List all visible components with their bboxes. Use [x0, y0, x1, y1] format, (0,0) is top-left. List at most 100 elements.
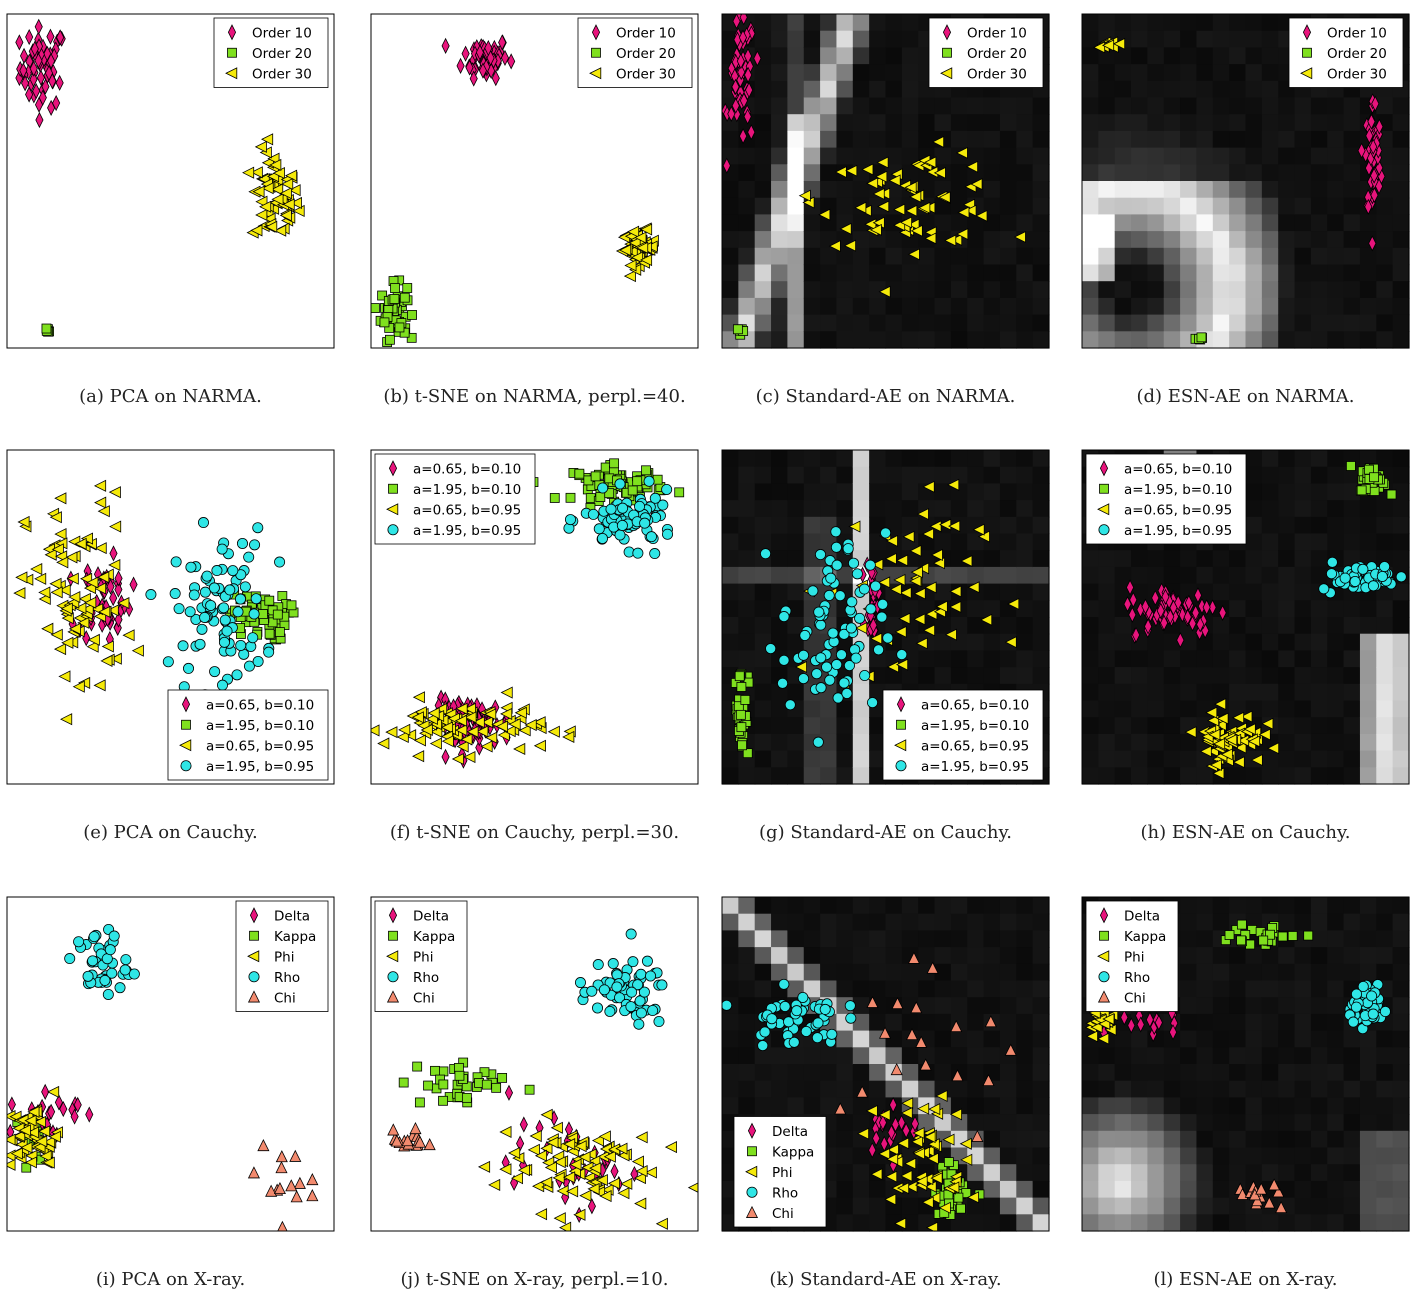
point-Delta	[519, 1116, 528, 1133]
heatmap-cell	[1114, 1097, 1132, 1115]
point-Kappa	[438, 1095, 448, 1106]
heatmap-cell	[1294, 231, 1312, 249]
point-a=1.95, b=0.95	[1395, 571, 1407, 583]
heatmap-cell	[1098, 1097, 1116, 1115]
heatmap-cell	[1261, 14, 1279, 32]
heatmap-cell	[722, 533, 739, 551]
heatmap-cell	[885, 947, 903, 965]
heatmap-cell	[1261, 500, 1279, 518]
heatmap-cell	[722, 450, 739, 468]
plot-frame	[1081, 13, 1410, 349]
heatmap-cell	[1098, 214, 1116, 232]
heatmap-cell	[1032, 997, 1050, 1015]
heatmap-cell	[1245, 997, 1263, 1015]
heatmap-cell	[803, 516, 821, 535]
heatmap-cell	[1376, 1114, 1394, 1132]
point-a=1.95, b=0.95	[274, 556, 286, 568]
heatmap-cell	[836, 314, 854, 332]
panel-f: a=0.65, b=0.10a=1.95, b=0.10a=0.65, b=0.…	[370, 449, 699, 785]
point-Phi	[923, 1130, 936, 1144]
point-a=0.65, b=0.95	[1220, 748, 1233, 761]
heatmap-cell	[1261, 1164, 1279, 1182]
heatmap-cell	[1180, 130, 1198, 149]
legend-label: Chi	[1124, 990, 1146, 1006]
heatmap-cell	[771, 147, 788, 165]
heatmap-cell	[1261, 1130, 1279, 1149]
point-Order 20	[1196, 332, 1207, 343]
heatmap-cell	[967, 331, 985, 349]
heatmap-cell	[852, 181, 870, 199]
point-Phi	[563, 1171, 576, 1184]
heatmap-cell	[950, 331, 968, 349]
heatmap-cell	[1163, 1147, 1181, 1165]
heatmap-cell	[999, 650, 1017, 668]
point-a=1.95, b=0.95	[850, 652, 862, 664]
heatmap-cell	[852, 64, 870, 82]
heatmap-cell	[1098, 650, 1116, 668]
heatmap-cell	[869, 297, 887, 316]
point-a=1.95, b=0.95	[815, 652, 827, 664]
point-Phi	[517, 1164, 530, 1177]
point-a=0.65, b=0.95	[53, 643, 67, 656]
point-a=0.65, b=0.10	[1156, 602, 1165, 619]
heatmap-cell	[1294, 181, 1312, 199]
heatmap-cell	[1098, 231, 1116, 249]
point-a=0.65, b=0.95	[101, 640, 114, 653]
heatmap-cell	[1294, 314, 1312, 332]
heatmap-cell	[1278, 281, 1296, 299]
heatmap-cell	[1114, 1114, 1132, 1132]
point-Chi	[306, 1173, 319, 1186]
heatmap-cell	[771, 64, 788, 82]
heatmap-cell	[885, 314, 903, 332]
heatmap-cell	[1392, 281, 1410, 299]
point-a=1.95, b=0.10	[604, 488, 615, 499]
legend-label: Delta	[772, 1124, 808, 1140]
heatmap-cell	[1196, 47, 1214, 65]
heatmap-cell	[1327, 667, 1345, 685]
heatmap-cell	[803, 767, 821, 785]
heatmap-cell	[1131, 667, 1148, 685]
heatmap-cell	[1196, 947, 1214, 965]
heatmap-cell	[1229, 97, 1247, 115]
heatmap-cell	[820, 980, 838, 998]
heatmap-cell	[722, 297, 739, 316]
heatmap-cell	[754, 231, 772, 249]
point-a=0.65, b=0.95	[948, 520, 961, 533]
legend: a=0.65, b=0.10a=1.95, b=0.10a=0.65, b=0.…	[167, 689, 329, 781]
point-Phi	[20, 1141, 33, 1154]
heatmap-cell	[1098, 130, 1116, 149]
heatmap-cell	[1212, 1097, 1230, 1115]
point-a=0.65, b=0.95	[451, 752, 464, 766]
heatmap-cell	[722, 1064, 739, 1082]
point-Rho	[120, 954, 132, 966]
point-Phi	[959, 1137, 972, 1150]
heatmap-cell	[967, 1214, 985, 1232]
point-a=0.65, b=0.95	[404, 729, 417, 742]
plot-frame	[6, 449, 335, 785]
heatmap-cell	[836, 197, 854, 215]
heatmap-cell	[1114, 1214, 1132, 1232]
heatmap-cell	[1163, 331, 1181, 349]
legend-label: Phi	[413, 949, 433, 965]
heatmap-cell	[803, 80, 821, 99]
heatmap-cell	[1376, 650, 1394, 668]
heatmap-cell	[738, 650, 756, 668]
heatmap-cell	[1114, 130, 1132, 149]
point-Phi	[540, 1108, 553, 1121]
heatmap-cell	[1131, 331, 1148, 349]
heatmap-cell	[771, 450, 788, 468]
heatmap-cell	[1163, 1180, 1181, 1199]
heatmap-cell	[1229, 1080, 1247, 1098]
heatmap-cell	[1278, 450, 1296, 468]
heatmap-cell	[754, 600, 772, 618]
point-Chi	[289, 1149, 302, 1162]
heatmap-cell	[754, 683, 772, 702]
legend: a=0.65, b=0.10a=1.95, b=0.10a=0.65, b=0.…	[374, 453, 536, 545]
heatmap-cell	[1376, 533, 1394, 551]
point-a=0.65, b=0.95	[456, 740, 469, 753]
heatmap-cell	[1131, 550, 1148, 568]
point-a=1.95, b=0.10	[264, 628, 275, 639]
heatmap-cell	[1114, 650, 1132, 668]
legend-label: Phi	[772, 1165, 792, 1181]
heatmap-cell	[934, 997, 952, 1015]
